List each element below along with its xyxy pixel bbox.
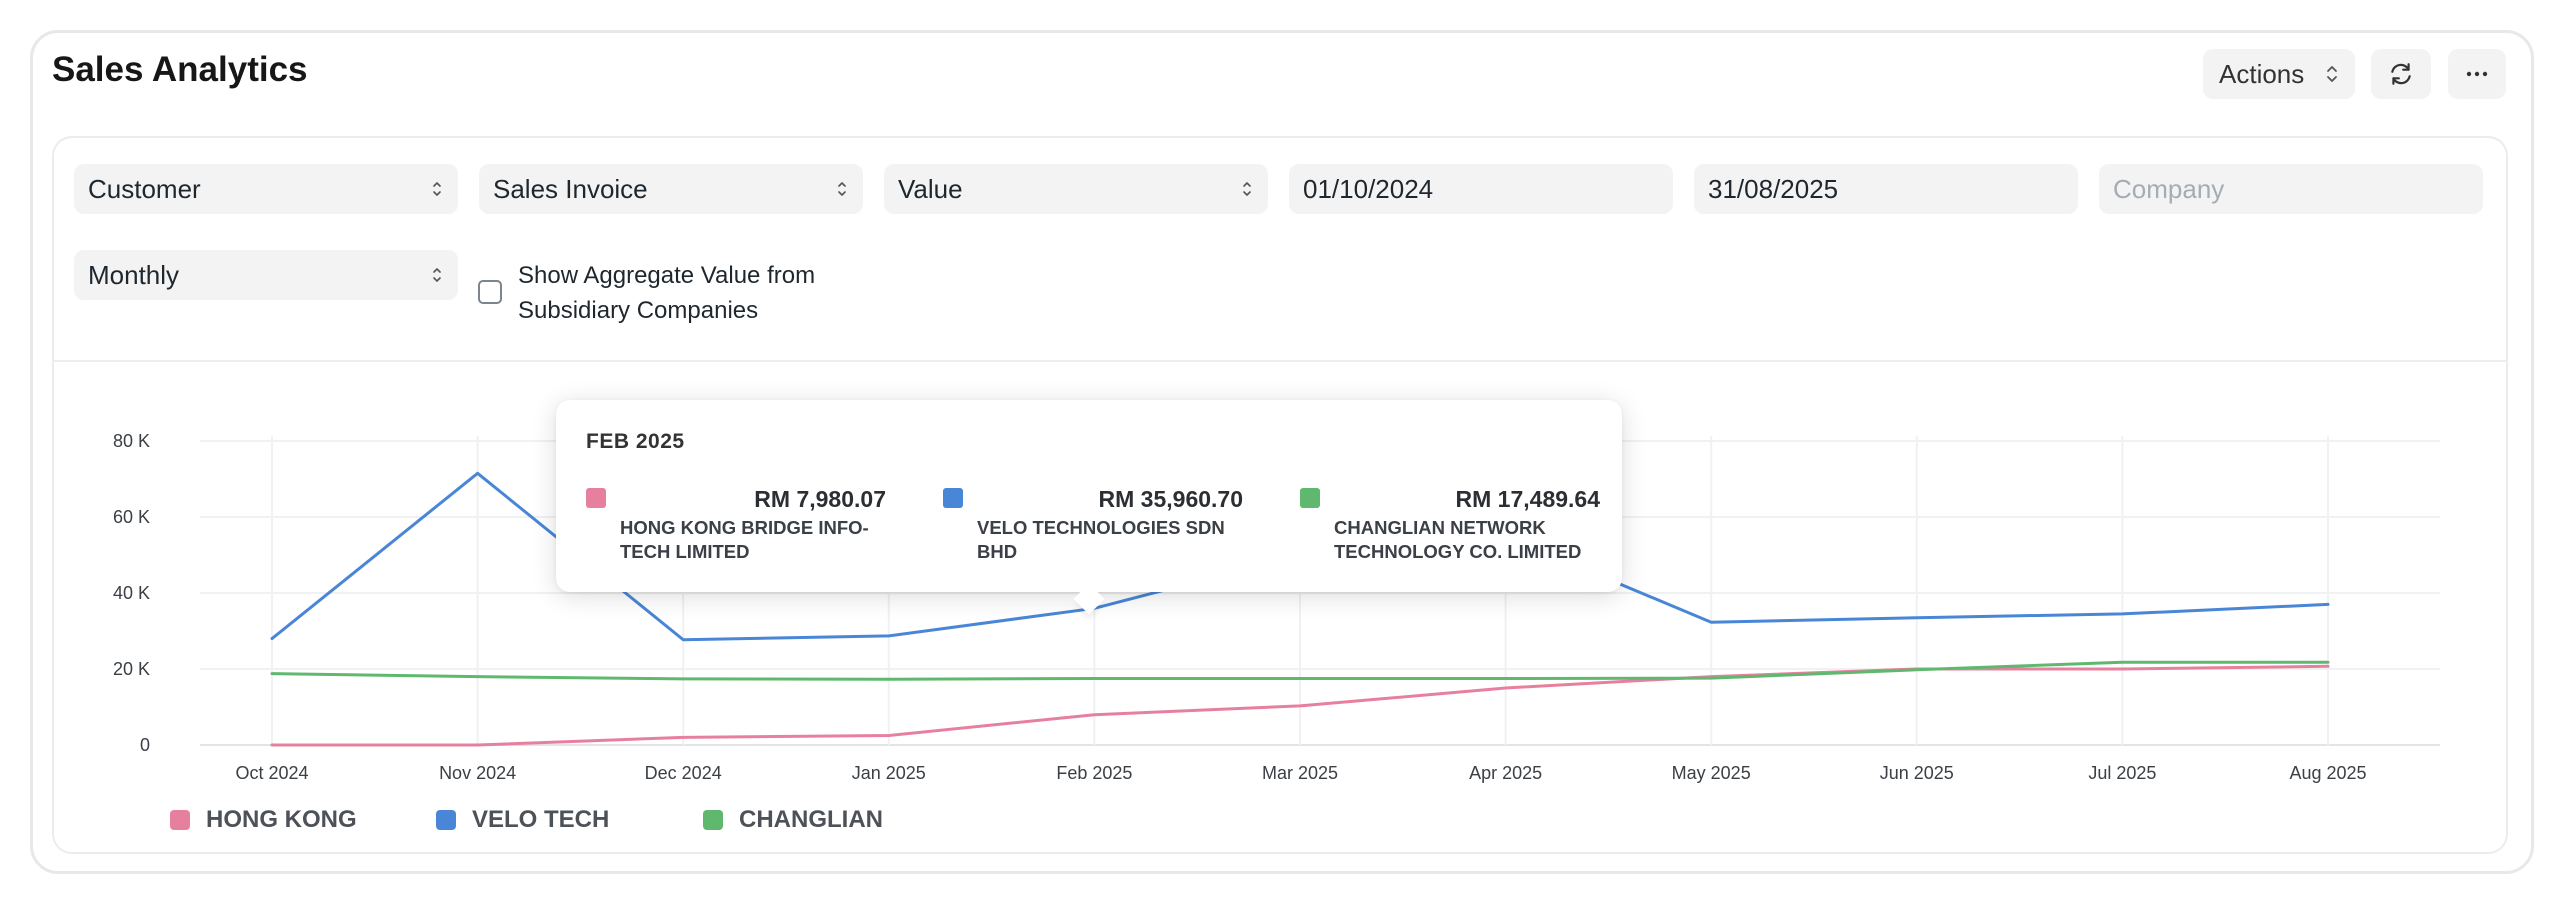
company-placeholder: Company [2113, 173, 2225, 204]
tooltip-value: RM 35,960.70 [1098, 486, 1243, 512]
legend-label: VELO TECH [472, 806, 610, 833]
tooltip-series-name: VELO TECHNOLOGIES SDN BHD [977, 517, 1225, 562]
refresh-button[interactable] [2371, 49, 2431, 99]
from-date-input[interactable]: 01/10/2024 [1289, 164, 1673, 214]
tree-type-value: Customer [88, 173, 201, 204]
y-tick-label: 60 K [113, 507, 150, 527]
refresh-icon [2391, 63, 2411, 85]
legend-swatch [436, 810, 456, 830]
document-type-select[interactable]: Sales Invoice [479, 164, 863, 214]
filter-divider [54, 360, 2506, 362]
more-options-button[interactable] [2448, 49, 2506, 99]
range-value: Monthly [88, 259, 180, 290]
y-tick-label: 40 K [113, 583, 150, 603]
legend-swatch [170, 810, 190, 830]
x-tick-label: Aug 2025 [2289, 763, 2366, 783]
chevron-updown-icon [1240, 178, 1254, 200]
company-input[interactable]: Company [2099, 164, 2483, 214]
value-quantity-value: Value [898, 173, 963, 204]
tooltip-swatch [586, 488, 606, 508]
ellipsis-icon [2466, 71, 2488, 77]
chevron-updown-icon [2325, 63, 2339, 85]
x-tick-label: Oct 2024 [235, 763, 308, 783]
legend-swatch [703, 810, 723, 830]
aggregate-subsidiary-option: Show Aggregate Value from Subsidiary Com… [478, 258, 878, 328]
tooltip-swatch [1300, 488, 1320, 508]
value-quantity-select[interactable]: Value [884, 164, 1268, 214]
legend-label: CHANGLIAN [739, 806, 883, 833]
x-tick-label: Jan 2025 [852, 763, 926, 783]
actions-label: Actions [2219, 58, 2305, 89]
tooltip-value: RM 7,980.07 [754, 486, 886, 512]
aggregate-subsidiary-label: Show Aggregate Value from Subsidiary Com… [518, 262, 816, 324]
page-title: Sales Analytics [52, 50, 308, 89]
actions-button[interactable]: Actions [2203, 49, 2355, 99]
x-tick-label: Mar 2025 [1262, 763, 1338, 783]
to-date-value: 31/08/2025 [1708, 173, 1839, 204]
chevron-updown-icon [430, 264, 444, 286]
series-line-hong-kong [270, 664, 2330, 747]
y-tick-label: 0 [140, 735, 150, 755]
document-type-value: Sales Invoice [493, 173, 648, 204]
x-tick-label: Jun 2025 [1880, 763, 1954, 783]
tooltip-series-name: CHANGLIAN NETWORK TECHNOLOGY CO. LIMITED [1334, 517, 1582, 562]
legend-item-changlian[interactable]: CHANGLIAN [703, 806, 883, 834]
range-select[interactable]: Monthly [74, 250, 458, 300]
legend-item-velo-tech[interactable]: VELO TECH [436, 806, 609, 834]
tooltip-series-name: HONG KONG BRIDGE INFO-TECH LIMITED [620, 517, 869, 562]
y-tick-label: 80 K [113, 431, 150, 451]
x-tick-label: Dec 2024 [645, 763, 722, 783]
tree-type-select[interactable]: Customer [74, 164, 458, 214]
x-tick-label: Nov 2024 [439, 763, 516, 783]
tooltip-value: RM 17,489.64 [1455, 486, 1600, 512]
x-tick-label: Feb 2025 [1056, 763, 1132, 783]
aggregate-subsidiary-checkbox[interactable] [478, 280, 502, 304]
chart-tooltip: FEB 2025 RM 7,980.07 HONG KONG BRIDGE IN… [556, 400, 1622, 592]
report-panel [52, 136, 2508, 854]
x-tick-label: Apr 2025 [1469, 763, 1542, 783]
to-date-input[interactable]: 31/08/2025 [1694, 164, 2078, 214]
series-line-changlian [270, 660, 2330, 681]
tooltip-title: FEB 2025 [586, 430, 685, 453]
chevron-updown-icon [835, 178, 849, 200]
legend-label: HONG KONG [206, 806, 357, 833]
x-tick-label: Jul 2025 [2088, 763, 2156, 783]
legend-item-hong-kong[interactable]: HONG KONG [170, 806, 357, 834]
y-tick-label: 20 K [113, 659, 150, 679]
chevron-updown-icon [430, 178, 444, 200]
from-date-value: 01/10/2024 [1303, 173, 1434, 204]
x-tick-label: May 2025 [1672, 763, 1751, 783]
tooltip-swatch [943, 488, 963, 508]
